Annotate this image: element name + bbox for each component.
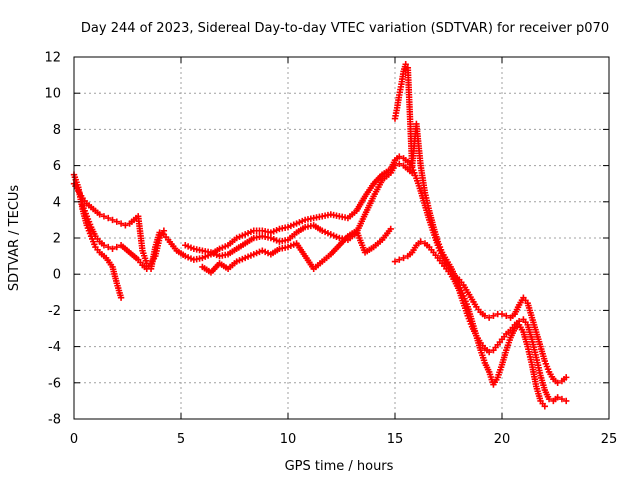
x-tick-label: 15 <box>387 432 404 447</box>
track-c-point <box>100 242 108 249</box>
x-tick-label: 20 <box>494 432 511 447</box>
track-f-point <box>545 395 553 403</box>
x-tick-label: 10 <box>280 432 297 447</box>
track-d-point <box>408 169 416 177</box>
track-g-point <box>402 61 409 68</box>
track-b-point <box>117 220 125 227</box>
y-tick-label: -4 <box>48 340 61 355</box>
x-axis-label: GPS time / hours <box>285 459 394 474</box>
track-b-point <box>563 374 570 381</box>
track-f-point <box>391 258 399 265</box>
track-c-point <box>160 227 168 234</box>
track-d-point <box>396 160 403 167</box>
x-tick-label: 5 <box>177 432 185 447</box>
track-c-point <box>113 243 120 251</box>
track-b-point <box>490 312 497 320</box>
track-f-point <box>396 256 403 263</box>
y-tick-label: 8 <box>53 123 61 138</box>
track-b-point <box>122 222 129 229</box>
track-f-point <box>558 395 566 403</box>
y-tick-label: 12 <box>44 51 61 66</box>
track-b-point <box>113 218 120 225</box>
data-marks <box>70 61 570 410</box>
y-tick-label: 6 <box>53 159 61 174</box>
y-tick-label: 10 <box>44 87 61 102</box>
track-g-point <box>541 403 548 410</box>
track-b-point <box>481 312 489 320</box>
track-d-point <box>391 162 399 169</box>
track-f-point <box>400 254 407 262</box>
track-b-point <box>96 211 103 218</box>
track-b-point <box>396 153 403 160</box>
track-f-point <box>485 348 493 356</box>
y-tick-label: -8 <box>48 413 61 428</box>
track-b-point <box>105 214 112 222</box>
track-b-point <box>109 216 116 224</box>
track-a-point <box>117 294 125 301</box>
y-tick-label: 2 <box>53 232 61 247</box>
y-axis-label: SDTVAR / TECUs <box>7 185 22 292</box>
track-b-point <box>100 213 108 220</box>
track-b-point <box>503 312 510 320</box>
x-tick-label: 25 <box>601 432 618 447</box>
x-tick-label: 0 <box>70 432 78 447</box>
track-f-point <box>563 397 570 405</box>
y-tick-label: -6 <box>48 376 61 391</box>
y-tick-label: -2 <box>48 304 61 319</box>
track-c-point <box>109 245 116 253</box>
track-b-point <box>498 310 506 318</box>
track-b-point <box>554 379 561 386</box>
track-f-point <box>554 394 561 401</box>
track-e-point <box>387 225 394 233</box>
y-tick-label: 4 <box>53 195 61 210</box>
track-f-point <box>417 238 424 245</box>
axis-ticks: 0 5 10 15 20 25 -8 -6 -4 -2 0 2 4 6 8 10 12 <box>44 51 617 448</box>
track-c-point <box>105 243 112 251</box>
track-b-point <box>485 314 493 321</box>
y-tick-label: 0 <box>53 268 61 283</box>
chart-title: Day 244 of 2023, Sidereal Day-to-day VTE… <box>81 21 609 36</box>
